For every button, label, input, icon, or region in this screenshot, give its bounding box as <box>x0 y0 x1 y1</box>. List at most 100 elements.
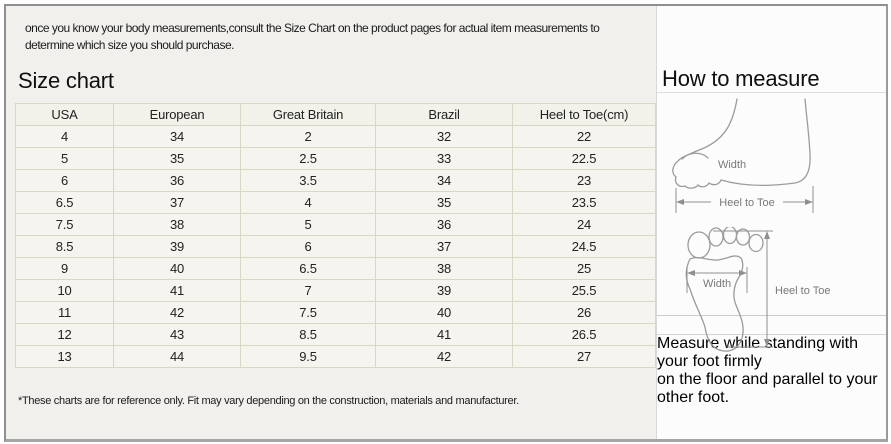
how-to-measure-section: How to measure Width Heel to Toe <box>656 6 886 439</box>
sole-heel-to-toe-label: Heel to Toe <box>775 285 830 297</box>
size-chart-section: once you know your body measurements,con… <box>6 6 656 439</box>
table-cell: 6 <box>240 234 376 258</box>
table-cell: 6.5 <box>15 190 114 214</box>
table-row: 8.5 39 6 37 24.5 <box>15 234 656 258</box>
toe-2 <box>708 227 724 247</box>
table-cell: 34 <box>113 124 241 148</box>
side-heel-to-toe-label: Heel to Toe <box>719 197 774 209</box>
intro-line-1: once you know your body measurements,con… <box>25 21 600 35</box>
table-cell: 7.5 <box>15 212 114 236</box>
table-cell: 44 <box>113 344 241 368</box>
side-width-label: Width <box>718 159 746 171</box>
table-cell: 6.5 <box>240 256 376 280</box>
foot-sole-outline <box>685 255 744 352</box>
size-chart-title: Size chart <box>18 67 114 93</box>
table-cell: 37 <box>375 234 513 258</box>
table-cell: 3.5 <box>240 168 376 192</box>
table-cell: 43 <box>113 322 241 346</box>
table-cell: 7.5 <box>240 300 376 324</box>
table-cell: 5 <box>15 146 114 170</box>
table-cell: 2.5 <box>240 146 376 170</box>
sole-width-extension-lines <box>686 267 748 293</box>
foot-sole-view-diagram: Width Heel to Toe <box>685 227 830 352</box>
table-cell: 38 <box>375 256 513 280</box>
toe-4 <box>735 228 751 246</box>
table-body: 4 34 2 32 22 5 35 2.5 33 22.5 6 36 3.5 34 23 6.5 37 4 35 23… <box>15 124 656 368</box>
table-cell: 9.5 <box>240 344 376 368</box>
table-cell: 38 <box>113 212 241 236</box>
size-chart-page: once you know your body measurements,con… <box>4 4 888 442</box>
table-cell: 22 <box>512 124 656 148</box>
table-row: 4 34 2 32 22 <box>15 124 656 148</box>
table-cell: 39 <box>375 278 513 302</box>
table-row: 7.5 38 5 36 24 <box>15 212 656 236</box>
footnote-text: *These charts are for reference only. Fi… <box>18 394 519 407</box>
table-row: 5 35 2.5 33 22.5 <box>15 146 656 170</box>
table-cell: 40 <box>113 256 241 280</box>
sole-arrowhead-bottom <box>764 339 770 347</box>
size-chart-table: USA European Great Britain Brazil Heel to To… <box>15 102 656 368</box>
table-cell: 36 <box>375 212 513 236</box>
table-row: 10 41 7 39 25.5 <box>15 278 656 302</box>
table-row: 12 43 8.5 41 26.5 <box>15 322 656 346</box>
table-cell: 41 <box>113 278 241 302</box>
table-cell: 37 <box>113 190 241 214</box>
intro-text: once you know your body measurements,con… <box>6 6 656 55</box>
sole-width-arrowhead-left <box>687 270 695 276</box>
table-cell: 33 <box>375 146 513 170</box>
table-cell: 35 <box>113 146 241 170</box>
table-cell: 26 <box>512 300 656 324</box>
table-cell: 8.5 <box>240 322 376 346</box>
measurement-diagrams: Width Heel to Toe <box>657 93 886 352</box>
table-cell: 10 <box>15 278 114 302</box>
table-cell: 4 <box>15 124 114 148</box>
table-cell: 27 <box>512 344 656 368</box>
table-cell: 36 <box>113 168 241 192</box>
sole-arrowhead-top <box>764 231 770 239</box>
table-cell: 13 <box>15 344 114 368</box>
table-cell: 22.5 <box>512 146 656 170</box>
table-cell: 23.5 <box>512 190 656 214</box>
foot-side-view-diagram: Width Heel to Toe <box>672 98 814 213</box>
table-cell: 12 <box>15 322 114 346</box>
table-row: 13 44 9.5 42 27 <box>15 344 656 368</box>
toe-3 <box>722 227 738 245</box>
column-header: Heel to Toe(cm) <box>512 102 656 126</box>
table-row: 6.5 37 4 35 23.5 <box>15 190 656 214</box>
table-cell: 35 <box>375 190 513 214</box>
table-cell: 26.5 <box>512 322 656 346</box>
table-row: 6 36 3.5 34 23 <box>15 168 656 192</box>
table-cell: 25.5 <box>512 278 656 302</box>
table-cell: 9 <box>15 256 114 280</box>
big-toe <box>687 231 711 259</box>
measure-note <box>657 316 886 335</box>
side-arrowhead-left <box>676 199 684 205</box>
table-cell: 7 <box>240 278 376 302</box>
table-cell: 4 <box>240 190 376 214</box>
table-cell: 41 <box>375 322 513 346</box>
table-cell: 6 <box>15 168 114 192</box>
foot-knuckle-line <box>681 152 709 160</box>
column-header: Great Britain <box>240 102 376 126</box>
table-cell: 24 <box>512 212 656 236</box>
side-dim-extension-lines <box>675 186 814 213</box>
column-header: USA <box>15 102 114 126</box>
toe-5 <box>748 233 764 253</box>
table-cell: 42 <box>113 300 241 324</box>
table-row: 11 42 7.5 40 26 <box>15 300 656 324</box>
table-header-row: USA European Great Britain Brazil Heel to To… <box>15 102 656 126</box>
table-row: 9 40 6.5 38 25 <box>15 256 656 280</box>
table-cell: 34 <box>375 168 513 192</box>
intro-line-2: determine which size you should purchase… <box>25 38 234 53</box>
table-cell: 11 <box>15 300 114 324</box>
table-cell: 39 <box>113 234 241 258</box>
side-arrowhead-right <box>805 199 813 205</box>
measure-note-line-2: on the floor and parallel to your other … <box>657 371 878 406</box>
table-cell: 23 <box>512 168 656 192</box>
table-cell: 2 <box>240 124 376 148</box>
foot-side-outline <box>672 98 811 189</box>
sole-width-arrowhead-right <box>739 270 747 276</box>
table-cell: 25 <box>512 256 656 280</box>
how-to-measure-title: How to measure <box>657 6 886 93</box>
column-header: European <box>113 102 241 126</box>
